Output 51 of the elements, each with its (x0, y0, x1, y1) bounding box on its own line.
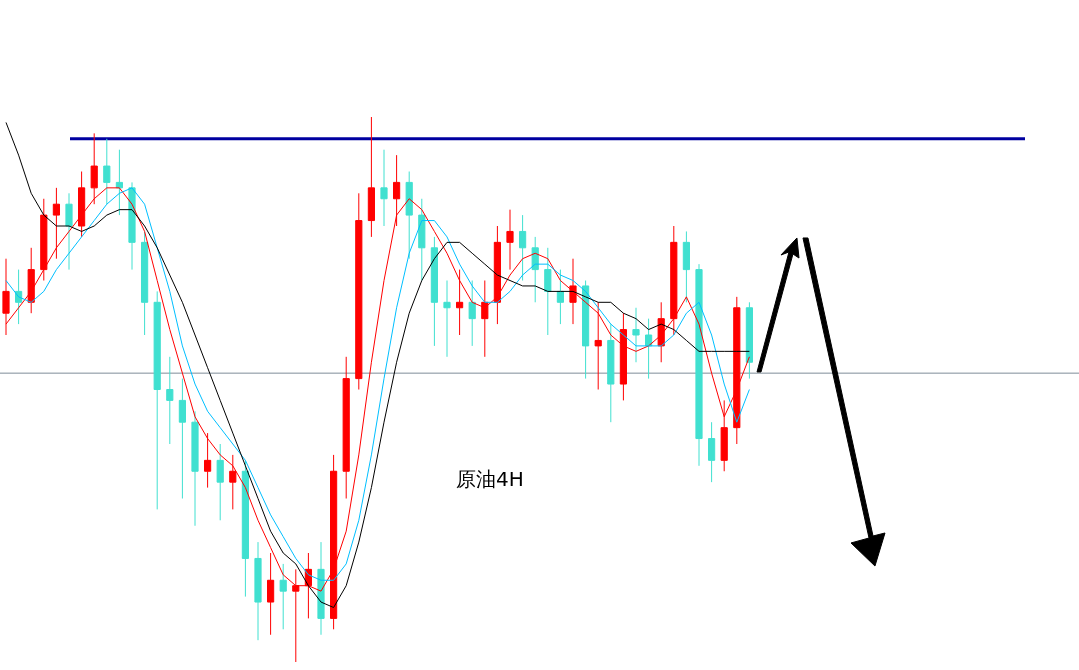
candlestick (191, 410, 199, 527)
candlestick (153, 290, 161, 510)
candlestick (468, 280, 476, 347)
candlestick (279, 563, 287, 630)
candlestick (254, 541, 262, 641)
candlestick (317, 541, 325, 636)
candlestick (493, 225, 501, 325)
candlestick (607, 323, 615, 423)
candlestick (267, 552, 275, 636)
candlestick (720, 399, 728, 472)
candlestick (103, 138, 111, 205)
candlestick (355, 192, 363, 390)
candlestick (682, 230, 690, 303)
candlestick (519, 214, 527, 281)
candlestick (670, 225, 678, 336)
candlestick (443, 280, 451, 358)
candlestick (40, 198, 48, 281)
candlestick (481, 280, 489, 358)
candlestick (418, 198, 426, 281)
candlestick (582, 280, 590, 380)
candlestick (569, 258, 577, 325)
candlestick (733, 296, 741, 445)
candlestick (708, 421, 716, 483)
candlestick (367, 116, 375, 238)
candlestick (645, 318, 653, 380)
candlestick (556, 269, 564, 325)
candlestick (204, 432, 212, 489)
candlestick (506, 209, 514, 271)
candlestick (178, 378, 186, 499)
candlestick (27, 247, 35, 314)
candlestick (456, 269, 464, 336)
candlestick (380, 149, 388, 227)
candlestick (115, 149, 123, 216)
candlestick (15, 269, 23, 325)
candlestick (695, 263, 703, 467)
candlestick (342, 356, 350, 499)
candlestick (544, 247, 552, 336)
candlestick (241, 459, 249, 598)
candlestick (405, 171, 413, 260)
candlestick (632, 307, 640, 363)
candlestick (216, 443, 224, 521)
candlestick (430, 236, 438, 347)
candlestick (128, 181, 136, 271)
candlestick (619, 312, 627, 401)
candlestick (594, 301, 602, 390)
candlestick (745, 301, 753, 380)
candlestick (531, 236, 539, 303)
candlestick (229, 454, 237, 510)
annotation: 原油4H (456, 467, 524, 491)
candlestick (166, 356, 174, 445)
candlestick (65, 192, 73, 271)
